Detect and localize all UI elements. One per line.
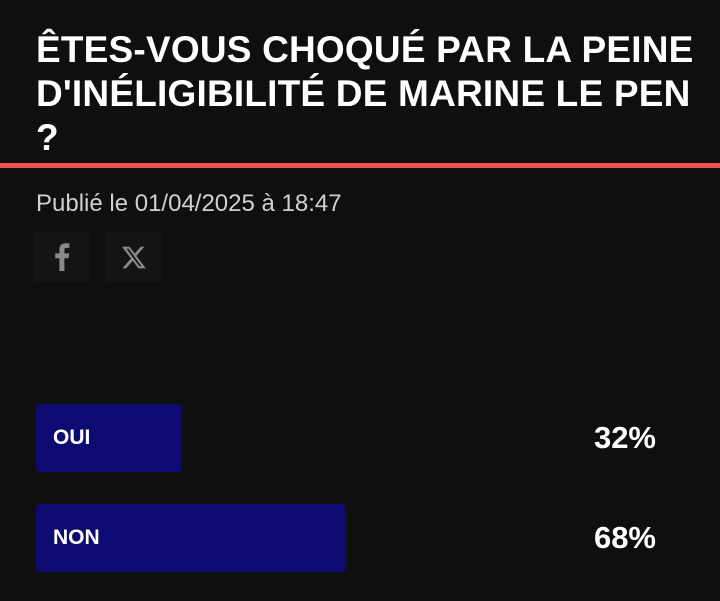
share-x-button[interactable] <box>106 232 162 282</box>
page-title: ÊTES-VOUS CHOQUÉ PAR LA PEINE D'INÉLIGIB… <box>36 29 694 158</box>
publish-date: Publié le 01/04/2025 à 18:47 <box>36 190 342 217</box>
x-icon <box>121 246 146 269</box>
poll-option-percent: 32% <box>593 420 656 455</box>
poll-option-percent: 68% <box>593 520 656 555</box>
facebook-icon <box>55 243 70 271</box>
poll-bar <box>36 504 346 572</box>
poll-option-label: OUI <box>53 426 91 449</box>
poll-option-label: NON <box>53 526 100 549</box>
poll-option-non[interactable]: NON 68% <box>36 504 656 572</box>
poll-option-oui[interactable]: OUI 32% <box>36 404 656 472</box>
poll-bar <box>36 404 182 472</box>
accent-divider <box>0 163 720 168</box>
share-facebook-button[interactable] <box>34 232 90 282</box>
